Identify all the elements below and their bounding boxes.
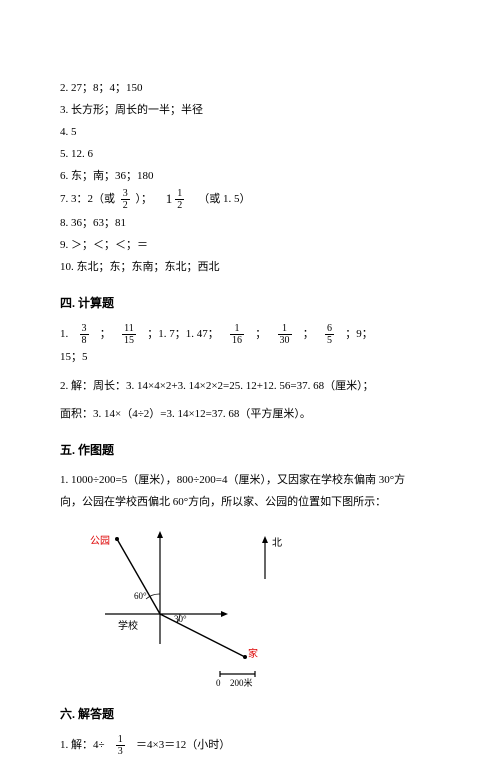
sec4-q1-line2: 15；5: [60, 347, 440, 368]
answer-line-4: 4. 5: [60, 122, 440, 143]
q1-text-b: ＝4×3＝12（小时）: [136, 739, 230, 751]
label-north: 北: [272, 534, 282, 553]
section-6-title: 六. 解答题: [60, 703, 440, 726]
sec4-q2-line1: 2. 解：周长：3. 14×4×2+3. 14×2×2=25. 12+12. 5…: [60, 376, 440, 397]
section-4-title: 四. 计算题: [60, 292, 440, 315]
mixed-1-1-2: 112: [166, 187, 188, 212]
sec4-q1-line1: 1. 38 ； 1115 ；1. 7；1. 47； 116 ； 130 ； 65…: [60, 323, 440, 346]
frac-11-15: 1115: [122, 323, 136, 346]
frac-3-2: 32: [121, 188, 130, 211]
sec6-q1: 1. 解：4÷ 13 ＝4×3＝12（小时）: [60, 734, 440, 757]
label-30: 30°: [174, 611, 187, 628]
direction-diagram: 公园 学校 家 北 60° 30° 0 200米: [90, 519, 320, 689]
q1-a: 1.: [60, 328, 68, 340]
sec4-q2-line2: 面积：3. 14×（4÷2）=3. 14×12=37. 68（平方厘米）。: [60, 404, 440, 425]
sec5-p1: 1. 1000÷200=5（厘米），800÷200=4（厘米），又因家在学校东偏…: [60, 470, 440, 491]
label-scale-200: 200米: [230, 675, 253, 692]
answer-line-5: 5. 12. 6: [60, 144, 440, 165]
answer-line-9: 9. ＞；＜；＜；＝: [60, 235, 440, 256]
section-5-title: 五. 作图题: [60, 439, 440, 462]
label-park: 公园: [90, 532, 110, 551]
answer-line-7: 7. 3：2（或 32 ）； 112 （或 1. 5）: [60, 187, 440, 212]
frac-6-5: 65: [325, 323, 334, 346]
answer-line-6: 6. 东；南；36；180: [60, 166, 440, 187]
answer-line-10: 10. 东北；东；东南；东北；西北: [60, 257, 440, 278]
answer-line-8: 8. 36；63；81: [60, 213, 440, 234]
frac-1-3: 13: [116, 734, 125, 757]
q1-e: ；: [303, 328, 314, 340]
answer-line-3: 3. 长方形；周长的一半；半径: [60, 100, 440, 121]
answer-line-2: 2. 27；8；4；150: [60, 78, 440, 99]
l7-a: 7. 3：2（或: [60, 193, 115, 205]
label-60: 60°: [134, 588, 147, 605]
label-school: 学校: [118, 617, 138, 636]
frac-1-30: 130: [278, 323, 292, 346]
label-home: 家: [248, 645, 258, 664]
frac-1-16: 116: [230, 323, 244, 346]
sec5-p2: 向，公园在学校西偏北 60°方向，所以家、公园的位置如下图所示：: [60, 492, 440, 513]
label-scale-0: 0: [216, 675, 221, 692]
l7-c: （或 1. 5）: [198, 193, 250, 205]
frac-3-8: 38: [80, 323, 89, 346]
l7-b: ）；: [136, 193, 153, 205]
q1-text-a: 1. 解：4÷: [60, 739, 105, 751]
q1-f: ；9；: [345, 328, 373, 340]
q1-c: ；1. 7；1. 47；: [147, 328, 219, 340]
q1-d: ；: [255, 328, 266, 340]
q1-b: ；: [100, 328, 111, 340]
